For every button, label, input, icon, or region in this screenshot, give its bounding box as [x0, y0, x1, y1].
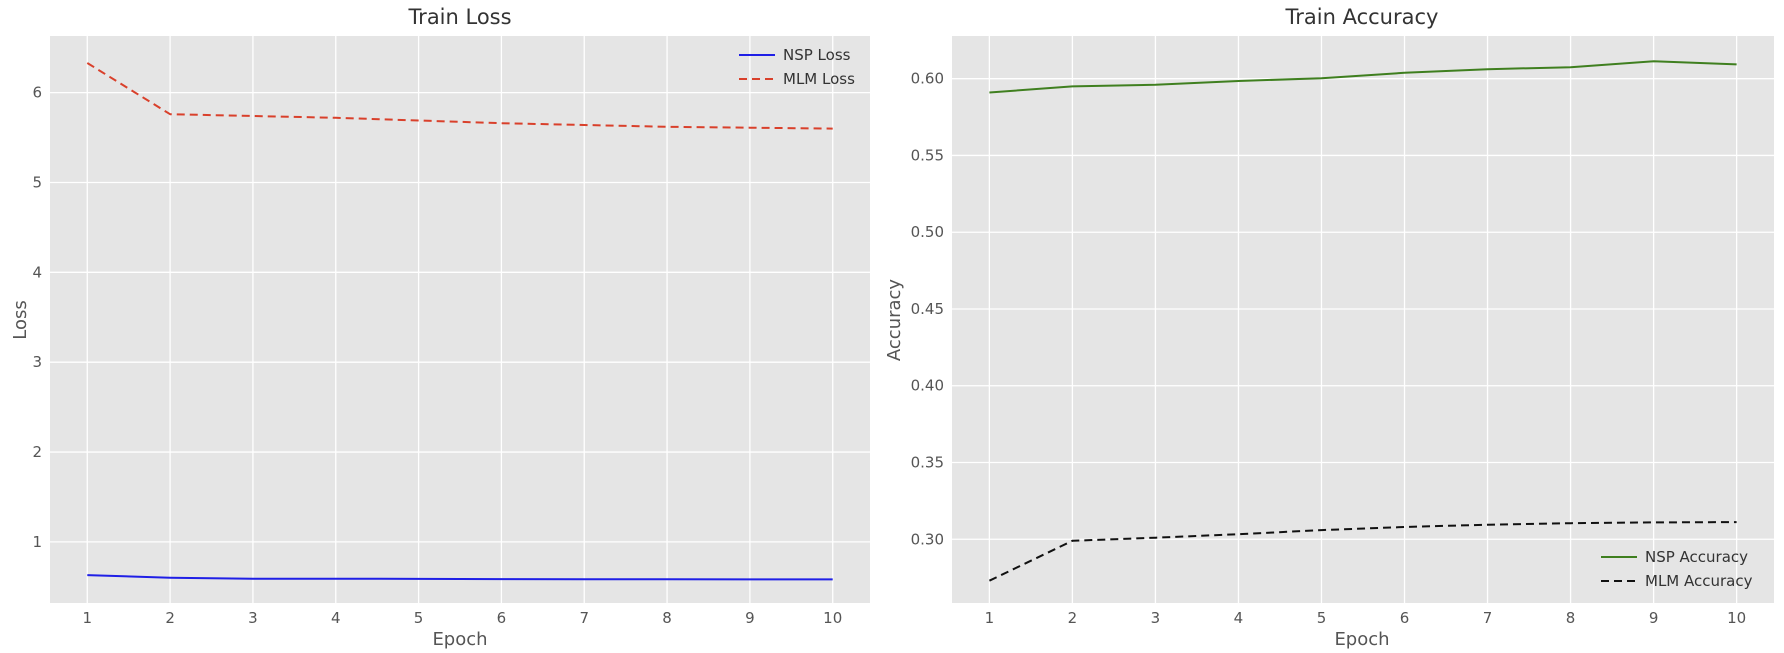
loss-x-tick-label: 8	[662, 609, 672, 627]
accuracy-y-tick-label: 0.45	[911, 300, 944, 318]
accuracy-y-tick-label: 0.50	[911, 223, 944, 241]
legend-label-mlm-accuracy: MLM Accuracy	[1645, 572, 1753, 590]
loss-x-axis-label: Epoch	[432, 629, 487, 650]
loss-x-tick-label: 10	[823, 609, 842, 627]
accuracy-legend: NSP Accuracy MLM Accuracy	[1601, 548, 1753, 590]
loss-x-tick-label: 3	[248, 609, 258, 627]
accuracy-y-tick-label: 0.55	[911, 146, 944, 164]
loss-grid	[50, 36, 870, 603]
accuracy-y-tick-label: 0.30	[911, 530, 944, 548]
accuracy-chart-title: Train Accuracy	[1285, 5, 1439, 29]
loss-chart: 1 2 3 4 5 6 7 8 9 10 1 2 3 4 5 6 Train Loss Epoch Loss…	[10, 5, 870, 650]
accuracy-grid	[952, 36, 1774, 603]
accuracy-x-tick-label: 8	[1566, 609, 1576, 627]
accuracy-x-tick-label: 7	[1483, 609, 1493, 627]
legend-label-nsp-loss: NSP Loss	[783, 46, 851, 64]
loss-x-tick-label: 1	[82, 609, 92, 627]
loss-x-ticks: 1 2 3 4 5 6 7 8 9 10	[82, 609, 842, 627]
loss-x-tick-label: 9	[745, 609, 755, 627]
accuracy-y-tick-label: 0.60	[911, 70, 944, 88]
loss-x-tick-label: 5	[414, 609, 424, 627]
loss-y-tick-label: 6	[32, 84, 42, 102]
series-line-nsp-loss	[87, 574, 833, 581]
loss-y-tick-label: 1	[32, 533, 42, 551]
accuracy-plot-area	[952, 36, 1774, 603]
accuracy-x-tick-label: 2	[1068, 609, 1078, 627]
loss-series	[86, 62, 833, 581]
accuracy-y-ticks: 0.30 0.35 0.40 0.45 0.50 0.55 0.60	[911, 70, 944, 549]
accuracy-x-tick-label: 4	[1234, 609, 1244, 627]
accuracy-chart: 1 2 3 4 5 6 7 8 9 10 0.30 0.35 0.40 0.45 0.50 0.55 0.60…	[884, 5, 1774, 650]
loss-x-tick-label: 6	[497, 609, 507, 627]
accuracy-x-tick-label: 1	[985, 609, 995, 627]
legend-label-mlm-loss: MLM Loss	[783, 70, 855, 88]
accuracy-x-tick-label: 10	[1727, 609, 1746, 627]
loss-y-tick-label: 2	[32, 443, 42, 461]
loss-legend: NSP Loss MLM Loss	[739, 46, 855, 88]
accuracy-y-tick-label: 0.40	[911, 377, 944, 395]
accuracy-x-ticks: 1 2 3 4 5 6 7 8 9 10	[985, 609, 1747, 627]
loss-y-tick-label: 3	[32, 353, 42, 371]
loss-y-axis-label: Loss	[10, 300, 31, 339]
loss-y-tick-label: 5	[32, 173, 42, 191]
loss-chart-title: Train Loss	[407, 5, 511, 29]
loss-y-tick-label: 4	[32, 263, 42, 281]
accuracy-x-tick-label: 5	[1317, 609, 1327, 627]
series-line-nsp-accuracy	[989, 60, 1737, 94]
accuracy-x-axis-label: Epoch	[1334, 629, 1389, 650]
accuracy-series	[988, 60, 1737, 582]
accuracy-x-tick-label: 3	[1151, 609, 1161, 627]
series-line-mlm-accuracy	[988, 521, 1737, 582]
accuracy-y-tick-label: 0.35	[911, 454, 944, 472]
loss-y-ticks: 1 2 3 4 5 6	[32, 84, 42, 551]
legend-label-nsp-accuracy: NSP Accuracy	[1645, 548, 1748, 566]
loss-x-tick-label: 2	[165, 609, 175, 627]
loss-x-tick-label: 4	[331, 609, 341, 627]
loss-x-tick-label: 7	[579, 609, 589, 627]
loss-plot-area	[50, 36, 870, 603]
accuracy-x-tick-label: 9	[1649, 609, 1659, 627]
accuracy-x-tick-label: 6	[1400, 609, 1410, 627]
accuracy-y-axis-label: Accuracy	[884, 279, 905, 362]
